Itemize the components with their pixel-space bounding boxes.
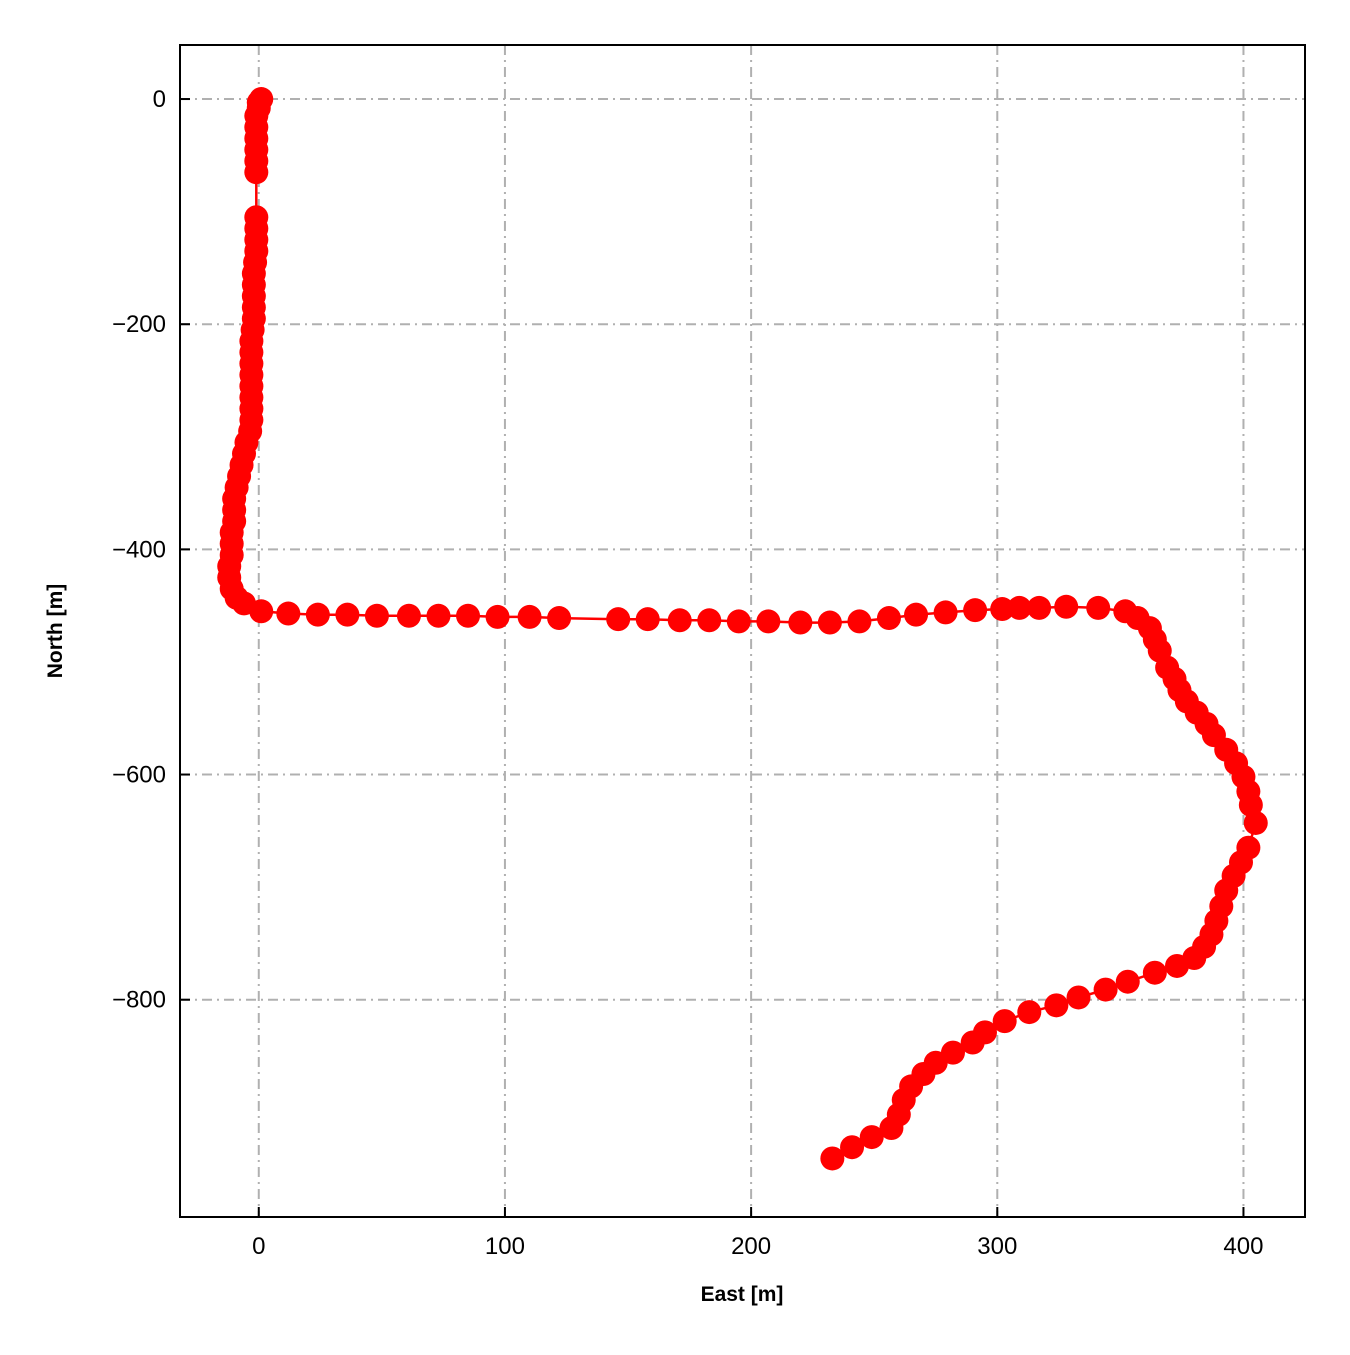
trajectory-point: [606, 607, 631, 632]
trajectory-point: [517, 604, 542, 629]
trajectory-point: [1044, 993, 1069, 1018]
series-trajectory: [217, 87, 1268, 1171]
x-tick-label: 400: [1223, 1233, 1263, 1260]
trajectory-point: [817, 610, 842, 635]
trajectory-point: [249, 599, 274, 624]
x-tick-label: 100: [485, 1233, 525, 1260]
y-tick-label: 0: [153, 86, 166, 113]
trajectory-point: [547, 606, 572, 631]
trajectory-point: [820, 1146, 845, 1171]
trajectory-point: [635, 607, 660, 632]
trajectory-point: [1054, 594, 1079, 619]
trajectory-point: [485, 604, 510, 629]
trajectory-point: [335, 602, 360, 627]
trajectory-point: [756, 609, 781, 634]
trajectory-point: [963, 598, 988, 623]
trajectory-point: [933, 600, 958, 625]
trajectory-point: [840, 1135, 865, 1160]
trajectory-point: [456, 603, 481, 628]
trajectory-point: [1164, 953, 1189, 978]
trajectory-point: [876, 606, 901, 631]
trajectory-point: [960, 1030, 985, 1055]
y-axis-ticks: 0 −200 −400 −600 −800: [112, 86, 190, 1014]
trajectory-point: [904, 602, 929, 627]
y-tick-label: −800: [112, 987, 166, 1014]
x-axis-ticks: 0 100 200 300 400: [252, 1207, 1263, 1260]
trajectory-point: [364, 603, 389, 628]
trajectory-point: [1007, 595, 1032, 620]
x-tick-label: 200: [731, 1233, 771, 1260]
trajectory-point: [1027, 595, 1052, 620]
y-tick-label: −600: [112, 762, 166, 789]
trajectory-point: [305, 602, 330, 627]
trajectory-point: [847, 609, 872, 634]
trajectory-point: [396, 603, 421, 628]
trajectory-point: [1093, 977, 1118, 1002]
trajectory-point: [726, 609, 751, 634]
x-tick-label: 0: [252, 1233, 265, 1260]
trajectory-point: [1066, 985, 1091, 1010]
trajectory-point: [276, 601, 301, 626]
trajectory-point: [1115, 969, 1140, 994]
trajectory-point: [1238, 792, 1263, 817]
y-tick-label: −400: [112, 536, 166, 563]
trajectory-point: [244, 160, 269, 185]
y-tick-label: −200: [112, 311, 166, 338]
trajectory-point: [1243, 810, 1268, 835]
trajectory-point: [1086, 595, 1111, 620]
trajectory-point: [879, 1116, 904, 1141]
trajectory-point: [990, 597, 1015, 622]
trajectory-point: [1017, 1000, 1042, 1025]
x-axis-label: East [m]: [701, 1283, 784, 1306]
trajectory-point: [426, 603, 451, 628]
trajectory-point: [1142, 960, 1167, 985]
trajectory-point: [859, 1125, 884, 1150]
y-axis-label: North [m]: [44, 584, 67, 678]
x-tick-label: 300: [977, 1233, 1017, 1260]
trajectory-point: [667, 608, 692, 633]
plot-frame: [179, 44, 1306, 1218]
trajectory-point: [992, 1009, 1017, 1034]
trajectory-point: [697, 608, 722, 633]
trajectory-point: [788, 610, 813, 635]
